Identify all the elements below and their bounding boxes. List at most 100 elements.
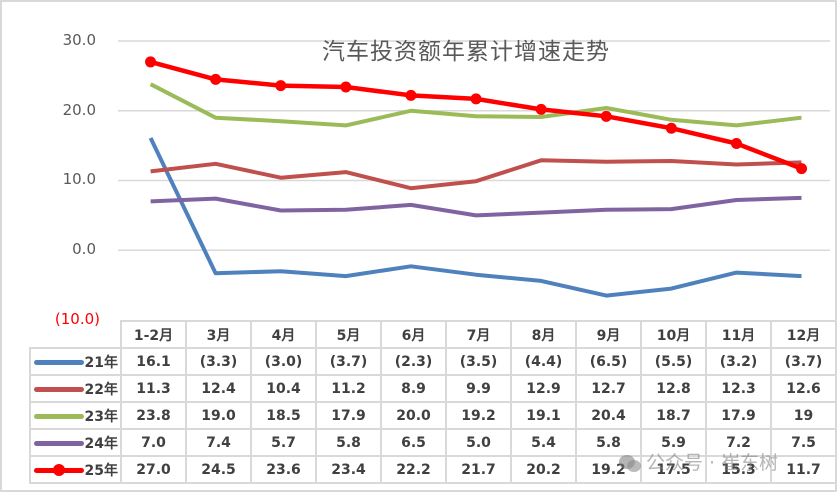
- table-cell: 19: [770, 401, 837, 430]
- table-cell: 12.9: [510, 374, 577, 403]
- table-cell: (5.5): [640, 347, 707, 376]
- legend-label: 21年: [84, 354, 118, 371]
- legend-entry: 24年: [29, 428, 122, 457]
- category-header: 4月: [250, 320, 317, 349]
- legend-swatch-icon: [33, 360, 84, 365]
- data-marker: [796, 163, 808, 175]
- table-cell: 5.4: [510, 428, 577, 457]
- data-marker: [730, 138, 742, 150]
- legend-swatch-icon: [33, 414, 84, 419]
- category-header: 3月: [185, 320, 252, 349]
- table-cell: 18.7: [640, 401, 707, 430]
- data-marker: [210, 73, 222, 85]
- table-cell: 18.5: [250, 401, 317, 430]
- data-marker: [145, 56, 157, 68]
- table-cell: 11.3: [120, 374, 187, 403]
- table-cell: 16.1: [120, 347, 187, 376]
- table-cell: 23.4: [315, 455, 382, 484]
- series-line-1: [150, 158, 802, 191]
- table-cell: 21.7: [445, 455, 512, 484]
- table-row: 25年 27.0 24.5 23.6 23.4 22.2 21.7 20.2 19.2 17.5 1…: [29, 455, 837, 484]
- table-cell: 22.2: [380, 455, 447, 484]
- legend-label: 24年: [84, 435, 118, 452]
- data-marker: [275, 80, 287, 92]
- table-cell: (3.2): [705, 347, 772, 376]
- data-marker: [405, 89, 417, 101]
- series-line-2: [149, 82, 802, 128]
- table-cell: 5.7: [250, 428, 317, 457]
- y-tick-30: 30.0: [62, 31, 96, 49]
- category-header: 9月: [575, 320, 642, 349]
- table-cell: 27.0: [120, 455, 187, 484]
- legend-swatch-icon: [33, 464, 84, 476]
- data-marker: [470, 93, 482, 105]
- table-cell: 11.7: [770, 455, 837, 484]
- table-cell: 20.4: [575, 401, 642, 430]
- table-cell: 20.0: [380, 401, 447, 430]
- table-cell: 23.8: [120, 401, 187, 430]
- table-cell: (2.3): [380, 347, 447, 376]
- table-row: 22年 11.3 12.4 10.4 11.2 8.9 9.9 12.9 12.7 12.8 12.…: [29, 374, 837, 403]
- legend-label: 23年: [84, 408, 118, 425]
- legend-entry: 22年: [29, 374, 122, 403]
- table-cell: 11.2: [315, 374, 382, 403]
- legend-label: 25年: [84, 462, 118, 479]
- category-header: 1-2月: [120, 320, 187, 349]
- table-cell: 12.3: [705, 374, 772, 403]
- chart-title: 汽车投资额年累计增速走势: [322, 39, 610, 65]
- table-row: 23年 23.8 19.0 18.5 17.9 20.0 19.2 19.1 20.4 18.7 1…: [29, 401, 837, 430]
- table-cell: 9.9: [445, 374, 512, 403]
- table-cell: (4.4): [510, 347, 577, 376]
- table-cell: 19.2: [445, 401, 512, 430]
- table-cell: 19.1: [510, 401, 577, 430]
- table-cell: 5.0: [445, 428, 512, 457]
- table-cell: 7.4: [185, 428, 252, 457]
- table-cell: 17.5: [640, 455, 707, 484]
- category-header: 12月: [770, 320, 837, 349]
- table-cell: 10.4: [250, 374, 317, 403]
- category-header: 6月: [380, 320, 447, 349]
- table-cell: (3.7): [315, 347, 382, 376]
- table-corner: [30, 321, 121, 349]
- table-cell: 7.5: [770, 428, 837, 457]
- data-marker: [665, 122, 677, 134]
- table-row: 24年 7.0 7.4 5.7 5.8 6.5 5.0 5.4 5.8 5.9 7.2 7.5: [29, 428, 837, 457]
- table-cell: 19.0: [185, 401, 252, 430]
- table-cell: 7.0: [120, 428, 187, 457]
- table-cell: 12.4: [185, 374, 252, 403]
- table-cell: 5.9: [640, 428, 707, 457]
- series-line-3: [150, 195, 802, 218]
- category-header: 10月: [640, 320, 707, 349]
- legend-entry: 25年: [29, 455, 122, 484]
- y-tick-10: 10.0: [62, 170, 96, 188]
- table-cell: 5.8: [575, 428, 642, 457]
- watermark: 公众号 · 崔东树: [618, 448, 778, 475]
- table-cell: 23.6: [250, 455, 317, 484]
- table-cell: (6.5): [575, 347, 642, 376]
- wechat-icon: [618, 454, 642, 474]
- table-row: 21年 16.1 (3.3) (3.0) (3.7) (2.3) (3.5) (4.4) (6.…: [29, 347, 837, 376]
- series-line-0: [148, 137, 802, 298]
- table-header-row: 1-2月 3月 4月 5月 6月 7月 8月 9月 10月 11月 12月: [30, 320, 837, 349]
- category-header: 8月: [510, 320, 577, 349]
- table-cell: 15.3: [705, 455, 772, 484]
- category-header: 5月: [315, 320, 382, 349]
- legend-entry: 21年: [29, 347, 122, 376]
- legend-swatch-icon: [33, 387, 84, 392]
- table-cell: (3.3): [185, 347, 252, 376]
- table-cell: 17.9: [315, 401, 382, 430]
- legend-swatch-icon: [33, 441, 84, 446]
- category-header: 11月: [705, 320, 772, 349]
- data-marker: [600, 110, 612, 122]
- table-cell: 12.7: [575, 374, 642, 403]
- y-tick-20: 20.0: [62, 101, 96, 119]
- table-cell: (3.7): [770, 347, 837, 376]
- legend-entry: 23年: [29, 401, 122, 430]
- watermark-text: 公众号 · 崔东树: [646, 452, 779, 474]
- table-cell: 12.8: [640, 374, 707, 403]
- table-cell: 12.6: [770, 374, 837, 403]
- table-cell: 7.2: [705, 428, 772, 457]
- legend-label: 22年: [84, 381, 118, 398]
- table-cell: 20.2: [510, 455, 577, 484]
